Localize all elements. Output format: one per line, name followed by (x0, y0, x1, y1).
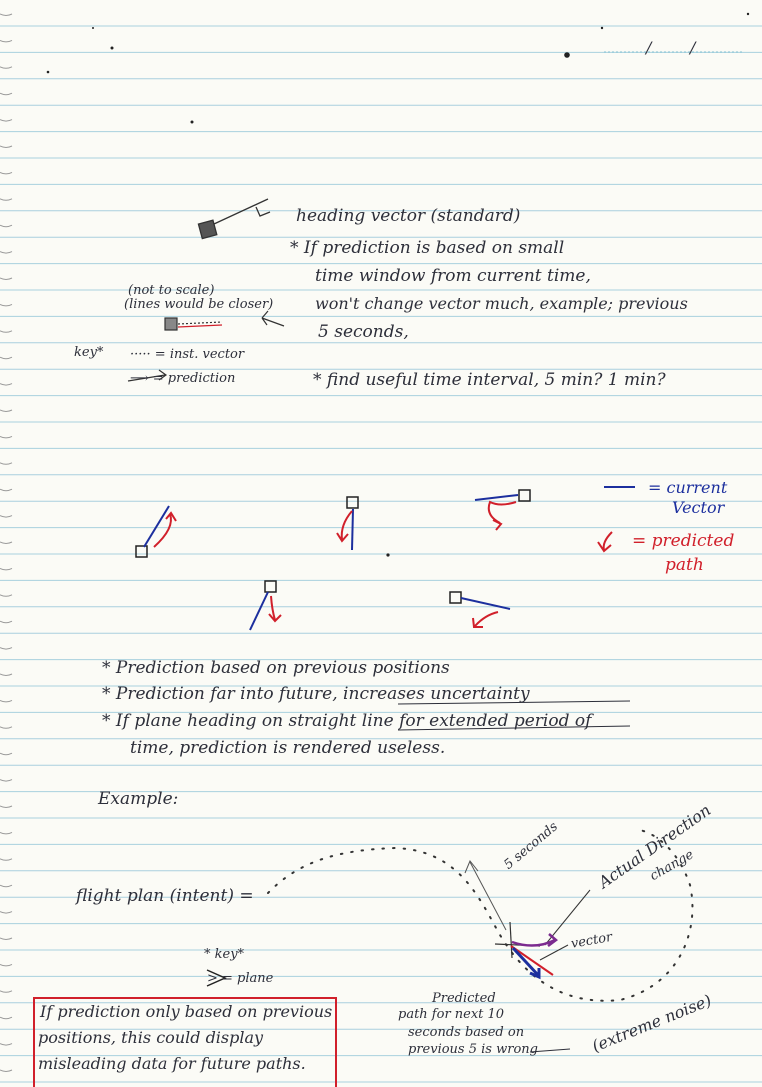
key-prediction-arrow (127, 369, 168, 382)
five-second-arrow (464, 860, 507, 931)
legend-vector-label: Vector (672, 498, 725, 517)
note-box (33, 997, 337, 1087)
note-line-2: time window from current time, (315, 266, 591, 286)
paper-speckles (46, 12, 750, 557)
vector-diagram-3 (474, 489, 531, 531)
bullet-3-cont: time, prediction is rendered useless. (130, 738, 446, 758)
note-line-4: 5 seconds, (318, 322, 409, 342)
actual-direction-arrow (511, 933, 558, 947)
predicted-note-1: Predicted (432, 991, 496, 1006)
vector-diagram-5 (449, 591, 511, 628)
bullet-1: * Prediction based on previous positions (102, 658, 450, 678)
key-item-prediction: ⟶ = prediction (130, 371, 236, 386)
flight-plan-label: flight plan (intent) = (76, 886, 254, 906)
predicted-note-4: previous 5 is wrong (408, 1042, 538, 1057)
date-separator-1: / (646, 38, 652, 57)
date-separator-2: / (690, 38, 696, 57)
not-to-scale-sketch (164, 310, 285, 331)
predicted-red-line (510, 945, 554, 976)
example-key-title: * key* (204, 947, 245, 962)
scale-note-2: (lines would be closer) (124, 297, 274, 312)
flight-plan-curve (267, 829, 694, 1002)
key-plane-glyph (206, 969, 227, 987)
note-line-1: * If prediction is based on small (290, 238, 565, 258)
vector-diagram-4 (249, 580, 282, 631)
bullet-2: * Prediction far into future, increases … (102, 684, 530, 704)
note-line-3: won't change vector much, example; previ… (315, 294, 688, 313)
interval-note: * find useful time interval, 5 min? 1 mi… (313, 370, 666, 390)
predicted-blue-arrow (511, 946, 541, 980)
example-key-plane: > = plane (207, 971, 274, 986)
boxed-note-line-1: If prediction only based on previous (40, 1002, 333, 1021)
boxed-note-line-3: misleading data for future paths. (38, 1054, 306, 1073)
ruled-lines (0, 25, 762, 1083)
legend-predicted-label: = predicted (632, 531, 735, 551)
legend-path-label: path (665, 555, 704, 575)
heading-vector-sketch (197, 198, 271, 240)
bullet-3: * If plane heading on straight line for … (102, 711, 592, 731)
boxed-note-line-2: positions, this could display (38, 1028, 264, 1047)
predicted-note-3: seconds based on (408, 1025, 525, 1040)
vector-diagram-2 (336, 496, 359, 551)
example-heading: Example: (98, 789, 179, 809)
key-item-inst-vector: ····· = inst. vector (130, 347, 245, 362)
heading-vector-label: heading vector (standard) (296, 206, 521, 226)
binding-edge (0, 13, 13, 1072)
key-label: key* (74, 345, 104, 360)
vector-diagram-1 (135, 505, 177, 558)
predicted-note-2: path for next 10 (398, 1007, 505, 1022)
vector-pointer (539, 944, 569, 961)
legend-predicted-arrow (597, 531, 613, 553)
legend-current-label: = current (648, 478, 728, 497)
scale-note-1: (not to scale) (128, 283, 215, 298)
